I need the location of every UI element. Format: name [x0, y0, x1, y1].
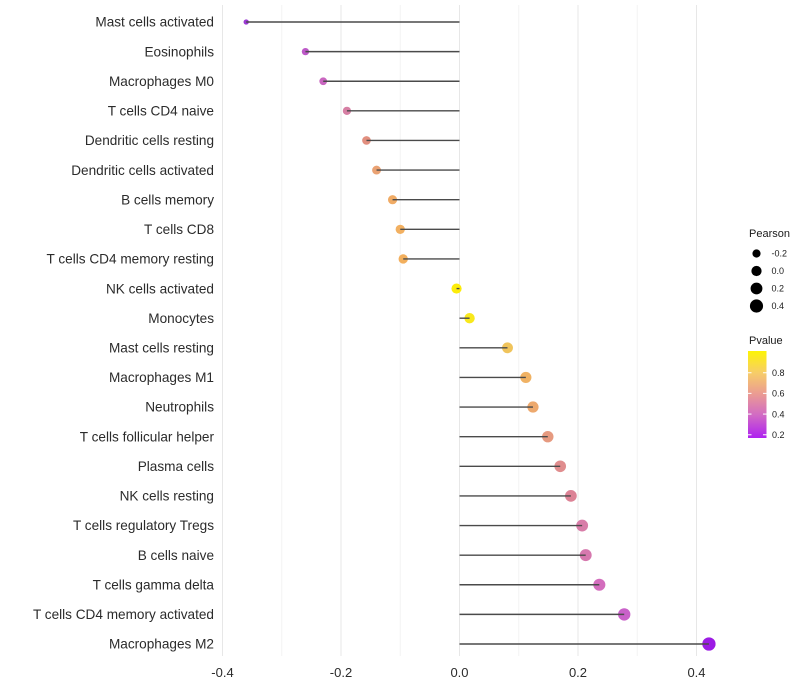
size-legend-label: 0.4: [772, 301, 785, 311]
color-legend-title: Pvalue: [749, 335, 783, 347]
y-axis-label: B cells naive: [138, 548, 214, 563]
y-axis-label: Neutrophils: [145, 400, 214, 415]
y-axis-label: Dendritic cells activated: [71, 163, 214, 178]
size-legend-dot: [752, 249, 761, 258]
size-legend-label: -0.2: [772, 249, 788, 259]
y-axis-label: B cells memory: [121, 192, 214, 207]
size-legend-title: Pearson: [749, 228, 790, 240]
y-axis-label: Mast cells activated: [95, 15, 214, 30]
y-axis-label: NK cells activated: [106, 281, 214, 296]
x-axis-tick-label: -0.2: [330, 665, 352, 680]
size-legend-dot: [749, 299, 764, 313]
y-axis-label: Macrophages M0: [109, 74, 214, 89]
color-legend-tick-label: 0.6: [772, 389, 785, 399]
size-legend-dot: [750, 282, 763, 295]
y-axis-label: Monocytes: [148, 311, 214, 326]
y-axis-label: Eosinophils: [144, 44, 214, 59]
color-legend-gradient-bar: [748, 351, 767, 438]
y-axis-label: T cells follicular helper: [80, 429, 215, 444]
size-legend-label: 0.0: [772, 266, 785, 276]
x-axis-tick-label: -0.4: [211, 665, 233, 680]
y-axis-label: T cells CD8: [144, 222, 214, 237]
y-axis-label: T cells CD4 memory resting: [47, 252, 214, 267]
x-axis-tick-label: 0.4: [687, 665, 705, 680]
color-legend-tick-label: 0.8: [772, 368, 785, 378]
x-axis-tick-label: 0.0: [450, 665, 468, 680]
y-axis-label: T cells regulatory Tregs: [73, 518, 214, 533]
size-legend-dot: [751, 265, 762, 277]
y-axis-label: Dendritic cells resting: [85, 133, 214, 148]
color-legend-tick-label: 0.4: [772, 409, 785, 419]
color-legend-tick-label: 0.2: [772, 430, 785, 440]
y-axis-label: Mast cells resting: [109, 341, 214, 356]
lollipop-dot: [243, 19, 249, 25]
y-axis-label: Plasma cells: [138, 459, 215, 474]
x-axis-tick-label: 0.2: [569, 665, 587, 680]
size-legend-label: 0.2: [772, 284, 785, 294]
y-axis-label: T cells CD4 naive: [108, 104, 214, 119]
y-axis-label: T cells CD4 memory activated: [33, 607, 214, 622]
y-axis-label: T cells gamma delta: [93, 577, 215, 592]
y-axis-label: Macrophages M2: [109, 637, 214, 652]
y-axis-label: NK cells resting: [120, 489, 214, 504]
y-axis-label: Macrophages M1: [109, 370, 214, 385]
